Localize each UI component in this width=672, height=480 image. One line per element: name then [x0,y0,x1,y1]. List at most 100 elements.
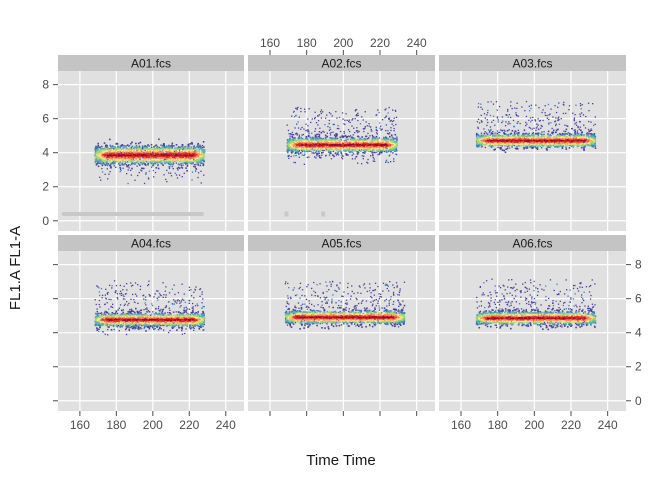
event-point [363,128,365,130]
density-point [163,160,165,162]
event-point [151,166,153,168]
event-point [128,164,130,166]
density-point [136,148,139,151]
event-point [187,145,189,148]
density-point [307,139,310,142]
density-point [287,151,289,153]
event-point [126,151,129,153]
event-point [343,132,345,134]
event-point [568,105,571,107]
density-point [190,151,192,154]
event-point [366,125,368,127]
density-point [371,151,373,153]
event-point [188,145,190,147]
density-point [328,140,330,142]
event-point [358,149,361,151]
density-point [106,156,109,159]
density-point [106,154,109,156]
density-point [169,146,172,148]
density-point [191,143,193,145]
density-point [324,134,327,137]
density-point [347,141,350,144]
density-point [352,143,355,146]
event-point [560,118,562,120]
density-point [172,160,174,163]
event-point [329,153,331,155]
plot-background [439,71,626,231]
event-point [293,155,295,157]
density-point [118,148,120,151]
density-point [157,153,160,156]
event-point [361,148,363,151]
event-point [184,163,187,165]
density-point [201,150,203,153]
density-point [360,142,362,144]
density-point [305,148,308,151]
event-point [585,115,587,118]
event-point [113,160,115,163]
event-point [343,123,345,125]
event-point [286,124,288,126]
density-point [113,162,116,165]
density-point [362,147,365,149]
density-point [345,150,347,152]
density-point [344,149,346,152]
event-point [136,149,138,151]
density-point [121,163,123,166]
density-point [125,147,128,150]
strip-label: A02.fcs [321,57,361,71]
density-point [173,145,175,147]
density-point [185,157,187,160]
density-point [158,148,161,150]
event-point [323,149,325,151]
event-point [356,130,358,133]
density-point [308,148,311,150]
density-point [390,139,393,141]
density-point [202,149,205,151]
density-point [129,155,132,158]
event-point [308,156,310,158]
event-point [150,146,153,148]
density-point [289,147,292,149]
event-point [300,136,302,138]
event-point [94,155,96,157]
density-point [340,151,342,153]
event-point [125,161,127,163]
density-point [318,144,321,146]
density-point [299,147,302,149]
density-point [147,144,149,146]
density-point [181,159,184,161]
event-point [386,132,389,135]
event-point [298,135,300,137]
panel-1: A01.fcs [58,55,244,231]
density-point [170,149,173,152]
density-point [188,152,190,155]
event-point [104,173,106,175]
density-point [336,133,338,136]
density-point [316,138,318,141]
event-point [319,127,321,129]
density-point [134,154,137,157]
event-point [320,109,323,111]
density-point [135,155,138,158]
event-point [347,154,349,156]
event-point [361,116,363,118]
density-point [197,158,200,161]
density-point [188,150,191,153]
event-point [143,167,145,170]
event-point [389,132,391,134]
event-point [129,164,132,166]
density-point [294,152,297,154]
event-point [375,126,377,128]
density-point [389,144,392,146]
density-point [104,160,106,163]
density-point [94,161,97,163]
event-point [197,172,200,174]
density-point [329,146,331,149]
event-point [304,153,306,155]
density-point [176,154,179,156]
event-point [133,147,135,149]
density-point [323,139,326,142]
density-point [174,148,177,150]
density-point [127,156,130,159]
